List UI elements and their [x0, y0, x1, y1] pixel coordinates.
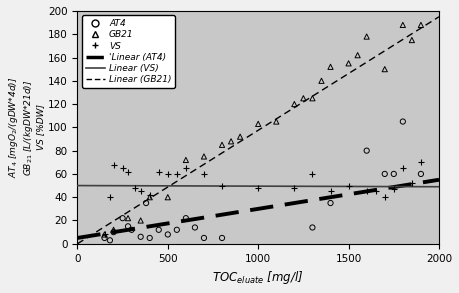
Point — [146, 193, 153, 197]
Point — [101, 232, 108, 237]
Point — [218, 183, 226, 188]
Point — [390, 187, 397, 191]
Point — [137, 189, 144, 194]
Point — [110, 227, 117, 232]
Point — [182, 158, 190, 162]
Point — [255, 122, 262, 126]
Point — [255, 185, 262, 190]
Point — [106, 238, 114, 243]
Point — [124, 216, 132, 221]
Point — [408, 181, 415, 185]
Point — [381, 195, 388, 200]
Point — [372, 189, 380, 194]
Point — [408, 38, 415, 42]
Legend: AT4, GB21, VS, 'Linear (AT4), Linear (VS), Linear (GB21): AT4, GB21, VS, 'Linear (AT4), Linear (VS… — [82, 16, 175, 88]
Point — [132, 185, 139, 190]
Point — [417, 160, 425, 165]
Point — [137, 234, 144, 239]
Point — [128, 227, 135, 232]
Point — [273, 119, 280, 124]
Point — [399, 23, 407, 27]
Point — [300, 96, 307, 100]
Point — [182, 166, 190, 171]
Point — [146, 236, 153, 240]
Point — [417, 172, 425, 176]
Point — [363, 34, 370, 39]
Point — [345, 183, 352, 188]
Point — [218, 236, 226, 240]
Point — [381, 172, 388, 176]
Point — [390, 172, 397, 176]
Point — [164, 195, 172, 200]
Point — [173, 172, 180, 176]
Point — [354, 53, 361, 57]
Point — [327, 201, 334, 205]
Point — [291, 185, 298, 190]
Point — [155, 169, 162, 174]
Point — [182, 216, 190, 221]
Point — [291, 102, 298, 106]
Point — [363, 148, 370, 153]
Point — [309, 225, 316, 230]
Point — [106, 195, 114, 200]
Point — [124, 224, 132, 229]
Point — [155, 227, 162, 232]
Point — [200, 236, 207, 240]
Point — [124, 169, 132, 174]
Point — [417, 23, 425, 27]
Point — [110, 162, 117, 167]
Point — [236, 134, 244, 139]
Point — [227, 139, 235, 144]
Point — [345, 61, 352, 66]
Point — [137, 218, 144, 223]
Point — [200, 154, 207, 159]
Point — [110, 230, 117, 234]
Point — [164, 172, 172, 176]
Point — [119, 166, 126, 171]
Point — [309, 96, 316, 100]
Point — [191, 225, 199, 230]
Point — [399, 119, 407, 124]
Point — [327, 64, 334, 69]
Point — [101, 232, 108, 237]
Point — [363, 189, 370, 194]
Point — [164, 232, 172, 237]
X-axis label: TOC$_{eluate}$ [mg/l]: TOC$_{eluate}$ [mg/l] — [213, 269, 304, 286]
Point — [218, 142, 226, 147]
Point — [200, 172, 207, 176]
Point — [309, 172, 316, 176]
Point — [318, 79, 325, 83]
Point — [119, 216, 126, 221]
Y-axis label: AT$_4$ [mgO$_2$/(gDW*4d)]
GB$_{21}$ [L/(kgDW*21d)]
VS [%DW]: AT$_4$ [mgO$_2$/(gDW*4d)] GB$_{21}$ [L/(… — [7, 77, 45, 178]
Point — [101, 236, 108, 240]
Point — [399, 166, 407, 171]
Point — [146, 195, 153, 200]
Point — [381, 67, 388, 71]
Point — [173, 227, 180, 232]
Point — [327, 189, 334, 194]
Point — [142, 201, 150, 205]
